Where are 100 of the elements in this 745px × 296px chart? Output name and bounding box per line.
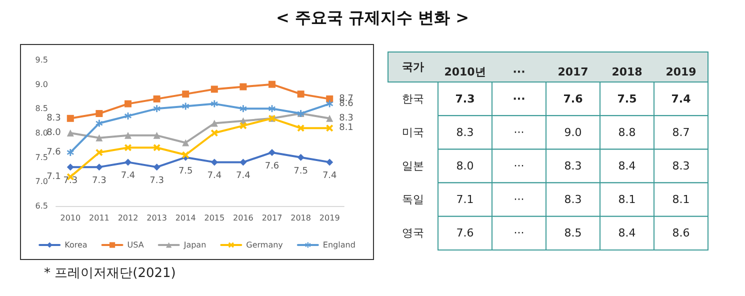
- point: [210, 120, 218, 127]
- data-label: 8.3: [339, 113, 354, 124]
- point: [124, 112, 132, 120]
- point: [66, 114, 74, 122]
- y-tick-label: 일본: [402, 160, 424, 172]
- x-tick-label: 2013: [146, 214, 167, 222]
- text: 8.3: [672, 160, 690, 172]
- text: 8.1: [618, 193, 636, 206]
- point: [182, 139, 190, 146]
- legend-label: Korea: [64, 240, 88, 250]
- x-tick-label: 2010년: [444, 66, 486, 78]
- data-label: 8.3: [46, 113, 61, 124]
- x-tick-label: 2019: [666, 66, 696, 78]
- point: [96, 134, 103, 142]
- data-label: 7.6: [46, 147, 62, 158]
- point: [66, 130, 74, 136]
- text: 8.4: [618, 160, 636, 172]
- point: [66, 164, 74, 171]
- data-label: 7.6: [264, 161, 280, 172]
- point: [240, 158, 247, 166]
- x-tick-label: 2019: [319, 214, 340, 222]
- text: 7.1: [456, 193, 474, 206]
- text: ···: [512, 92, 526, 106]
- text: 7.4: [671, 92, 691, 106]
- text: 8.3: [456, 126, 474, 139]
- text: ···: [514, 226, 524, 240]
- legend-label: England: [322, 240, 356, 250]
- point: [182, 90, 190, 98]
- text: 8.8: [618, 126, 636, 139]
- text: 9.0: [564, 126, 582, 139]
- y-tick-label: 영국: [402, 226, 424, 240]
- point: [268, 105, 276, 112]
- data-label: 7.4: [207, 171, 222, 182]
- y-tick-label: 7.0: [35, 177, 48, 186]
- y-tick-label: 9.0: [35, 80, 48, 89]
- point: [240, 83, 247, 90]
- legend-label: Japan: [182, 240, 206, 250]
- y-tick-label: 독일: [402, 193, 424, 206]
- point: [96, 164, 103, 171]
- data-label: 7.5: [294, 166, 308, 176]
- data-label: 7.3: [92, 176, 106, 186]
- x-tick-label: 2011: [89, 214, 110, 222]
- point: [96, 120, 103, 127]
- point: [210, 130, 218, 136]
- data-label: 8.1: [339, 123, 354, 134]
- x-tick-label: 2018: [612, 66, 642, 78]
- text: 7.3: [455, 92, 475, 106]
- point: [153, 144, 160, 152]
- data-label: 7.5: [178, 166, 193, 176]
- point: [210, 86, 218, 93]
- y-tick-label: 6.5: [35, 202, 48, 210]
- text: 8.3: [564, 160, 582, 172]
- point: [240, 105, 247, 112]
- point: [297, 90, 304, 98]
- point: [268, 148, 276, 156]
- text: 7.6: [563, 92, 583, 106]
- y-tick-label: 7.5: [35, 152, 48, 162]
- y-tick-label: 9.5: [35, 56, 48, 64]
- y-axis-title: 국가: [402, 60, 424, 74]
- data-label: 7.4: [120, 171, 136, 182]
- text: * 프레이저재단(2021): [44, 265, 176, 282]
- point: [124, 144, 132, 152]
- text: 7.5: [617, 92, 637, 106]
- y-tick-label: 8.0: [35, 128, 48, 138]
- x-tick-label: ···: [512, 66, 526, 78]
- point: [297, 124, 304, 132]
- text: 8.5: [564, 226, 582, 240]
- data-label: 7.1: [46, 172, 61, 182]
- text: ···: [514, 126, 524, 139]
- data-label: 7.4: [236, 171, 251, 182]
- point: [326, 100, 334, 108]
- x-tick-label: 2010: [60, 214, 81, 222]
- x-tick-label: 2014: [175, 214, 196, 222]
- point: [96, 110, 103, 118]
- point: [182, 102, 190, 110]
- point: [297, 154, 304, 161]
- point: [182, 151, 190, 158]
- text: 8.6: [672, 226, 690, 240]
- data-label: 7.3: [150, 176, 164, 186]
- point: [66, 148, 74, 156]
- point: [240, 122, 247, 130]
- point: [326, 114, 334, 122]
- point: [153, 95, 160, 102]
- text: 8.0: [456, 160, 474, 172]
- point: [124, 158, 132, 166]
- chart-title: < 주요국 규제지수 변화 >: [274, 8, 470, 29]
- x-tick-label: 2012: [118, 214, 138, 222]
- y-tick-label: 미국: [402, 126, 424, 139]
- point: [326, 124, 334, 132]
- text: ···: [514, 193, 524, 206]
- point: [210, 158, 218, 166]
- y-tick-label: 한국: [402, 92, 424, 106]
- point: [124, 132, 132, 139]
- data-label: 7.3: [63, 176, 78, 186]
- x-tick-label: 2017: [558, 66, 588, 78]
- x-tick-label: 2016: [233, 214, 254, 222]
- text: 8.7: [672, 126, 690, 139]
- text: 8.3: [564, 193, 582, 206]
- point: [124, 100, 132, 108]
- y-tick-label: 8.5: [35, 104, 48, 114]
